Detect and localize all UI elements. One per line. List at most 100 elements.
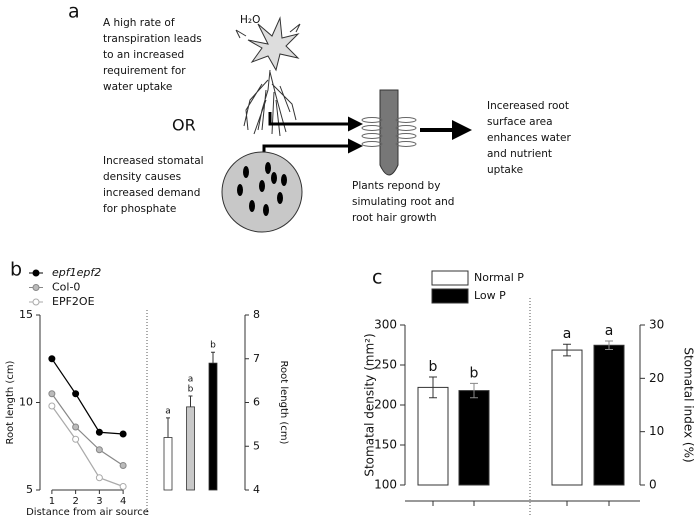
point [95,428,103,436]
text-line: Incereased root [487,100,569,112]
point [119,430,127,438]
point [72,435,80,443]
legend-label: Low P [474,289,506,302]
y-tick-label: 4 [253,483,260,496]
y-axis-label: Root length (cm) [278,361,289,445]
y2-axis-label: Stomatal index (%) [682,347,696,462]
panel-label: a [68,1,80,23]
text-line: to an increased [103,49,184,61]
error-bar [188,395,193,407]
y-tick-label: 15 [19,308,33,321]
point [48,390,56,398]
y2-tick-label: 20 [649,371,664,385]
x-tick-label: 4 [120,496,126,507]
point [95,474,103,482]
bar [208,362,218,491]
legend-label: epf1epf2 [52,266,101,279]
bar [458,390,490,486]
y2-tick-label: 0 [649,478,657,492]
legend-label: EPF2OE [52,295,95,308]
point [119,483,127,490]
arrow [262,138,363,154]
y-tick-label: 5 [26,483,33,496]
text-line: enhances water [487,132,571,144]
leaf-disc [221,151,303,233]
text-line: uptake [487,164,523,176]
text-line: increased demand [103,187,200,199]
bar [551,349,583,486]
x-tick-label: 3 [96,496,102,507]
y-tick-label: 300 [374,318,397,332]
significance-label: b [210,341,216,351]
y2-tick-label: 10 [649,424,664,438]
error-bar [605,340,613,351]
legend-marker [32,269,40,277]
y2-tick-label: 30 [649,318,664,332]
y-tick-label: 250 [374,358,397,372]
significance-label: b [188,384,194,394]
panel-label: c [372,267,382,289]
y-axis-label: Stomatal density (mm²) [363,333,377,476]
text-line: root hair growth [352,212,437,224]
plant [235,16,301,137]
legend-swatch [431,270,469,286]
x-axis-label: Distance from air source [26,507,149,517]
text-line: water uptake [103,81,172,93]
y-tick-label: 150 [374,438,397,452]
y-tick-label: 7 [253,352,260,365]
root [361,89,417,176]
series-line [51,405,124,488]
error-bar [470,382,478,399]
error-bar [211,351,215,364]
x-tick-label: 1 [49,496,55,507]
series-line [51,393,124,467]
text-line: density causes [103,171,181,183]
y-axis-label: Root length (cm) [5,360,16,444]
text-line: requirement for [103,65,186,77]
or-label: OR [172,116,196,135]
text-line: A high rate of [103,17,175,29]
point [48,402,56,410]
bar [186,406,195,491]
arrow [268,112,363,132]
y-tick-label: 5 [253,439,260,452]
text-line: transpiration leads [103,33,202,45]
series-line [51,358,124,435]
y-tick-label: 200 [374,398,397,412]
text-line: simulating root and [352,196,454,208]
error-bar [166,417,170,438]
point [95,446,103,454]
significance-label: b [470,365,479,381]
y-tick-label: 100 [374,478,397,492]
y-tick-label: 6 [253,396,260,409]
text-line: Plants repond by [352,180,440,192]
bar [593,344,625,486]
significance-label: a [563,326,572,342]
legend-swatch [431,288,469,304]
y-tick-label: 10 [19,396,33,409]
legend-marker [32,284,40,291]
error-bar [429,376,437,399]
text-line: for phosphate [103,203,176,215]
point [72,390,80,398]
y-tick-label: 8 [253,308,260,321]
x-tick-label: 2 [72,496,78,507]
transpiration-text: A high rate of transpiration leads to an… [103,17,202,93]
legend-label: Normal P [474,271,524,284]
legend-marker [32,298,40,306]
text-line: Increased stomatal [103,155,204,167]
bar [417,386,449,486]
point [119,462,127,469]
panel-label: b [10,259,22,281]
significance-label: b [429,359,438,375]
water-label: H₂O [240,14,260,26]
text-line: surface area [487,116,553,128]
significance-label: a [188,374,194,384]
significance-label: a [165,406,171,416]
outcome-text: Incereased root surface area enhances wa… [487,100,571,176]
point [48,355,56,363]
point [72,423,80,431]
bar [163,437,173,491]
error-bar [563,343,571,357]
